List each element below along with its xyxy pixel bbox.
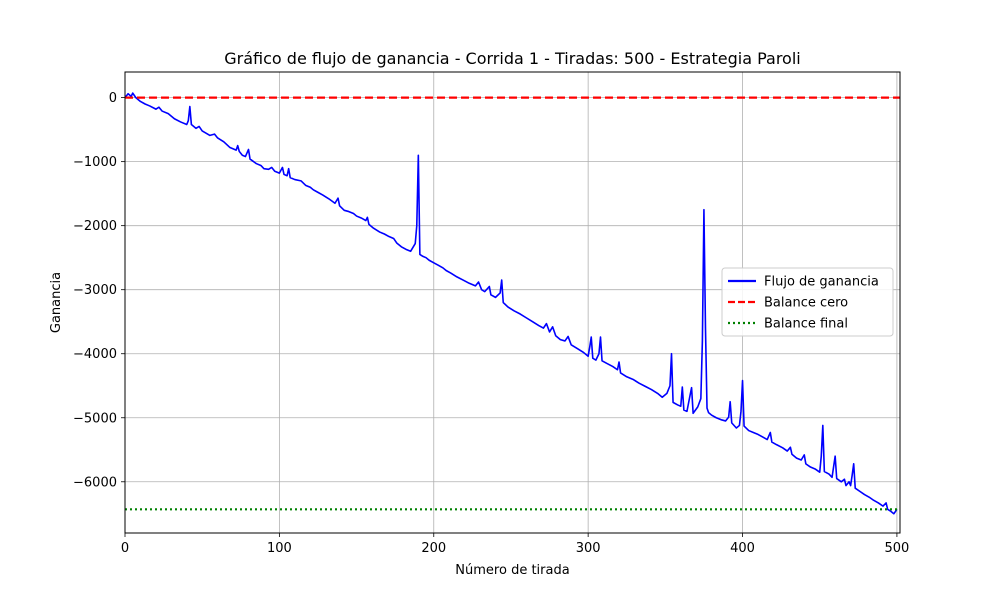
series-line-flujo-de-ganancia bbox=[124, 92, 898, 515]
legend-label-balance-cero: Balance cero bbox=[764, 296, 848, 311]
plot-lines bbox=[124, 92, 900, 515]
legend-box bbox=[721, 267, 894, 337]
ticks: 0 100 200 300 400 500 0 −1000 −2000 −3000 −4000 −50… bbox=[73, 91, 909, 556]
y-axis-label: Ganancia bbox=[49, 272, 64, 333]
x-tick-label: 200 bbox=[421, 541, 446, 556]
y-tick-label: −6000 bbox=[73, 475, 117, 490]
x-tick-label: 0 bbox=[121, 541, 129, 556]
x-tick-label: 300 bbox=[576, 541, 601, 556]
y-tick-label: −1000 bbox=[73, 155, 117, 170]
y-tick-label: −4000 bbox=[73, 347, 117, 362]
x-tick-label: 500 bbox=[884, 541, 909, 556]
legend-label-balance-final: Balance final bbox=[764, 317, 848, 332]
chart-title: Gráfico de flujo de ganancia - Corrida 1… bbox=[224, 49, 800, 68]
x-axis-label: Número de tirada bbox=[455, 563, 569, 578]
plot-frame bbox=[124, 71, 901, 534]
y-tick-label: 0 bbox=[109, 91, 117, 106]
x-tick-label: 400 bbox=[730, 541, 755, 556]
legend-label-flujo-de-ganancia: Flujo de ganancia bbox=[764, 275, 879, 290]
legend: Flujo de ganancia Balance cero Balance fin… bbox=[721, 267, 894, 337]
y-tick-label: −3000 bbox=[73, 283, 117, 298]
y-tick-label: −5000 bbox=[73, 411, 117, 426]
y-tick-label: −2000 bbox=[73, 219, 117, 234]
x-tick-label: 100 bbox=[267, 541, 292, 556]
